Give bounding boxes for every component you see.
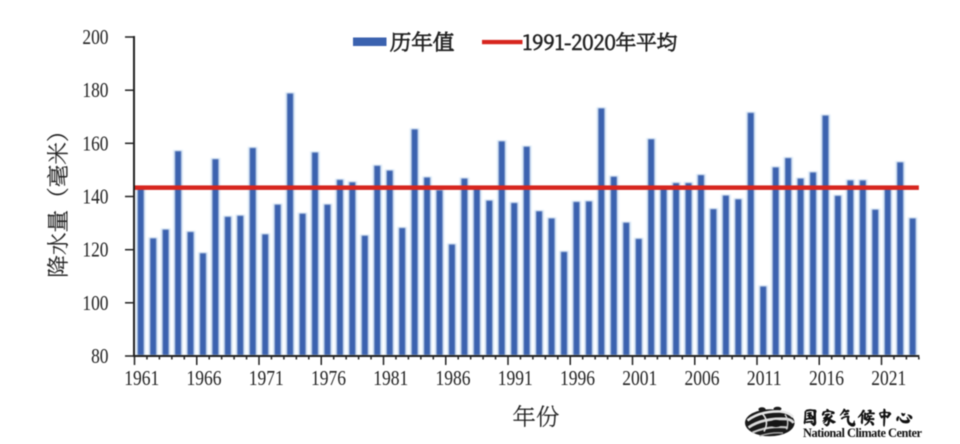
svg-text:120: 120 (82, 238, 108, 262)
svg-text:1976: 1976 (311, 366, 346, 390)
svg-text:1991: 1991 (498, 366, 533, 390)
svg-text:160: 160 (82, 131, 108, 155)
svg-text:1996: 1996 (560, 366, 595, 390)
svg-text:2016: 2016 (809, 366, 844, 390)
svg-text:1981: 1981 (373, 366, 408, 390)
svg-text:1986: 1986 (436, 366, 471, 390)
svg-text:200: 200 (82, 25, 108, 49)
svg-text:1971: 1971 (249, 366, 284, 390)
svg-text:180: 180 (82, 78, 108, 102)
svg-text:2001: 2001 (622, 366, 657, 390)
svg-text:1966: 1966 (187, 366, 222, 390)
svg-text:2006: 2006 (685, 366, 720, 390)
svg-text:1961: 1961 (124, 366, 159, 390)
svg-text:100: 100 (82, 291, 108, 315)
svg-text:National Climate Center: National Climate Center (803, 426, 923, 440)
svg-text:80: 80 (91, 344, 108, 368)
svg-text:2011: 2011 (747, 366, 782, 390)
svg-text:2021: 2021 (871, 366, 906, 390)
svg-text:140: 140 (82, 185, 108, 209)
